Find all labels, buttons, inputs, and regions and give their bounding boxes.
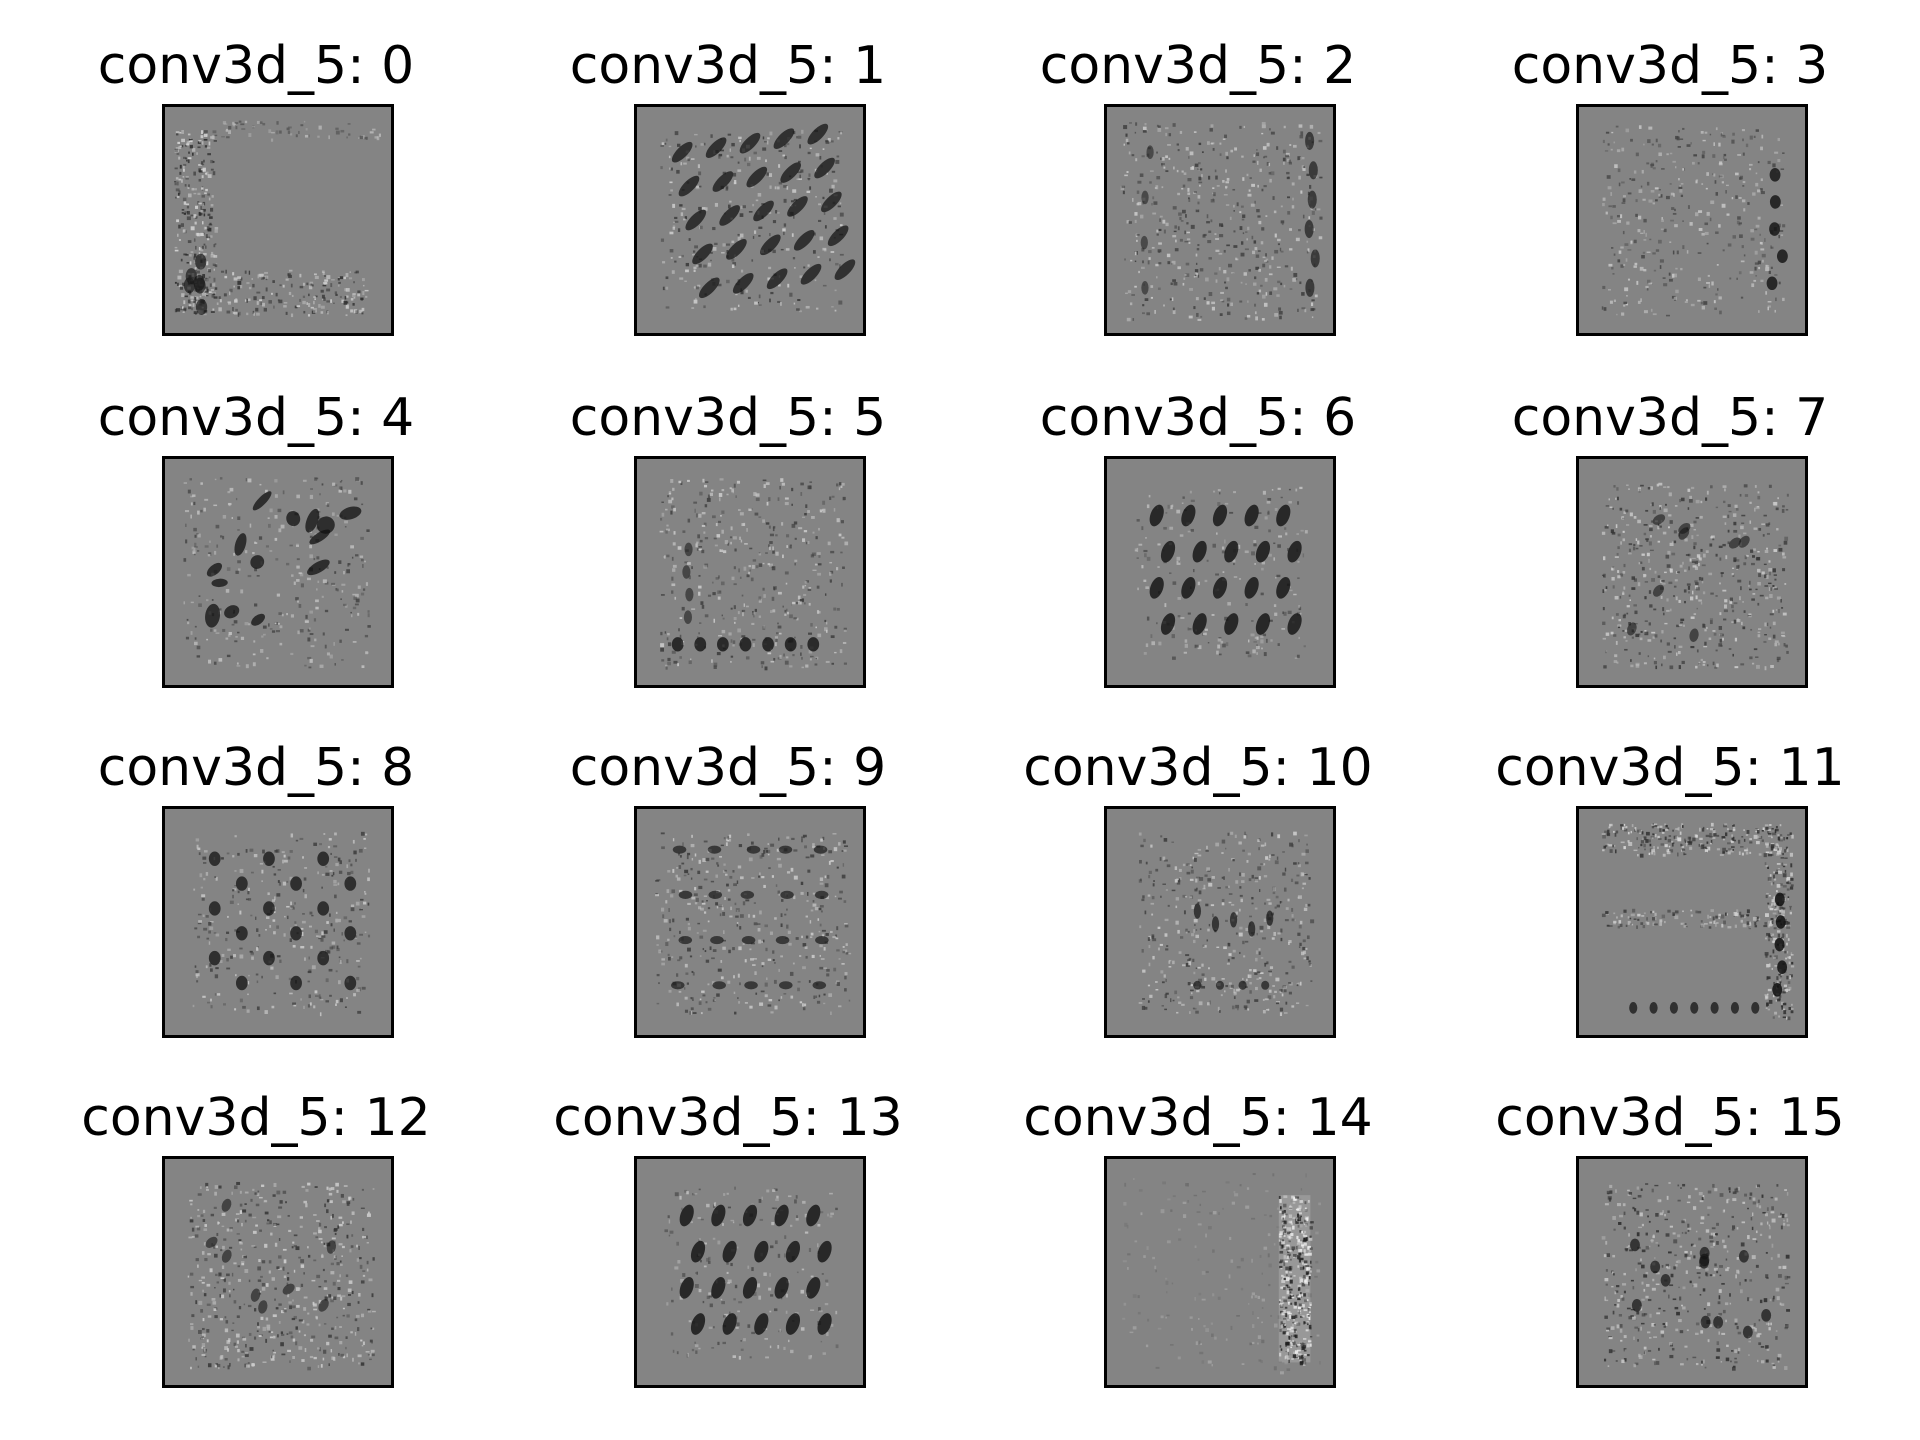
- feature-map-image: [634, 104, 866, 336]
- feature-map-image: [634, 456, 866, 688]
- panel-title: conv3d_5: 6: [1039, 388, 1357, 448]
- panel-title: conv3d_5: 12: [81, 1088, 431, 1148]
- feature-map-panel: conv3d_5: 5: [518, 352, 938, 688]
- feature-map-panel: conv3d_5: 9: [518, 702, 938, 1038]
- feature-map-image: [162, 104, 394, 336]
- activation-texture: [165, 107, 391, 333]
- feature-map-panel: conv3d_5: 4: [46, 352, 466, 688]
- activation-texture: [1107, 809, 1333, 1035]
- feature-map-panel: conv3d_5: 14: [988, 1052, 1408, 1388]
- feature-map-panel: conv3d_5: 15: [1460, 1052, 1880, 1388]
- feature-map-image: [1104, 104, 1336, 336]
- panel-title: conv3d_5: 0: [97, 36, 415, 96]
- panel-title: conv3d_5: 13: [553, 1088, 903, 1148]
- activation-texture: [1579, 809, 1805, 1035]
- feature-map-image: [634, 1156, 866, 1388]
- feature-map-panel: conv3d_5: 1: [518, 0, 938, 336]
- panel-title: conv3d_5: 14: [1023, 1088, 1373, 1148]
- activation-texture: [637, 459, 863, 685]
- feature-map-panel: conv3d_5: 10: [988, 702, 1408, 1038]
- feature-map-image: [1576, 806, 1808, 1038]
- panel-title: conv3d_5: 3: [1511, 36, 1829, 96]
- activation-texture: [1579, 1159, 1805, 1385]
- feature-map-image: [1104, 456, 1336, 688]
- panel-title: conv3d_5: 11: [1495, 738, 1845, 798]
- feature-map-image: [634, 806, 866, 1038]
- feature-map-image: [162, 456, 394, 688]
- panel-title: conv3d_5: 2: [1039, 36, 1357, 96]
- feature-map-panel: conv3d_5: 8: [46, 702, 466, 1038]
- feature-map-panel: conv3d_5: 2: [988, 0, 1408, 336]
- feature-map-image: [1104, 806, 1336, 1038]
- panel-title: conv3d_5: 9: [569, 738, 887, 798]
- feature-map-image: [162, 1156, 394, 1388]
- feature-map-panel: conv3d_5: 3: [1460, 0, 1880, 336]
- activation-texture: [637, 809, 863, 1035]
- activation-texture: [1579, 459, 1805, 685]
- feature-map-image: [1576, 104, 1808, 336]
- feature-map-panel: conv3d_5: 11: [1460, 702, 1880, 1038]
- panel-title: conv3d_5: 7: [1511, 388, 1829, 448]
- feature-map-panel: conv3d_5: 13: [518, 1052, 938, 1388]
- panel-title: conv3d_5: 1: [569, 36, 887, 96]
- activation-texture: [637, 107, 863, 333]
- feature-map-panel: conv3d_5: 7: [1460, 352, 1880, 688]
- feature-map-panel: conv3d_5: 0: [46, 0, 466, 336]
- feature-map-image: [1104, 1156, 1336, 1388]
- panel-title: conv3d_5: 4: [97, 388, 415, 448]
- activation-texture: [165, 809, 391, 1035]
- feature-map-image: [1576, 1156, 1808, 1388]
- activation-texture: [1579, 107, 1805, 333]
- activation-texture: [1107, 107, 1333, 333]
- activation-texture: [165, 1159, 391, 1385]
- activation-texture: [165, 459, 391, 685]
- feature-map-panel: conv3d_5: 12: [46, 1052, 466, 1388]
- panel-title: conv3d_5: 8: [97, 738, 415, 798]
- panel-title: conv3d_5: 5: [569, 388, 887, 448]
- activation-texture: [637, 1159, 863, 1385]
- activation-texture: [1107, 1159, 1333, 1385]
- panel-title: conv3d_5: 10: [1023, 738, 1373, 798]
- feature-map-image: [162, 806, 394, 1038]
- feature-map-panel: conv3d_5: 6: [988, 352, 1408, 688]
- activation-texture: [1107, 459, 1333, 685]
- panel-title: conv3d_5: 15: [1495, 1088, 1845, 1148]
- feature-map-image: [1576, 456, 1808, 688]
